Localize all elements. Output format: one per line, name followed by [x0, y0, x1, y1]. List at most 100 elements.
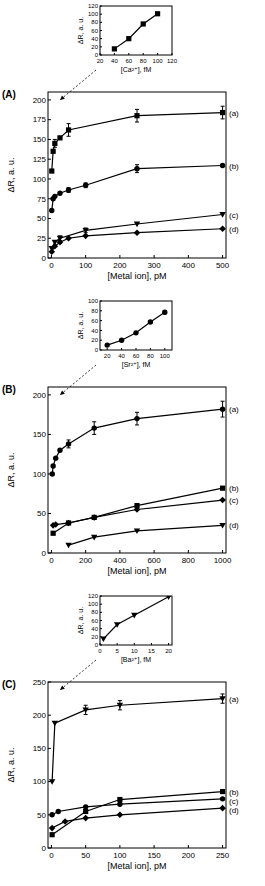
data-point	[82, 707, 88, 713]
x-tick	[85, 255, 86, 258]
y-tick	[48, 119, 51, 120]
x-tick-label: 100	[153, 58, 164, 64]
y-tick-label: 100	[33, 470, 47, 479]
y-tick	[100, 596, 102, 597]
y-tick	[48, 394, 51, 395]
series-label: (b)	[229, 788, 239, 797]
x-tick	[100, 643, 101, 645]
data-point	[220, 110, 225, 115]
y-tick-label: 20	[91, 337, 98, 343]
x-tick	[119, 255, 120, 258]
y-tick-label: 80	[91, 19, 98, 25]
data-point	[100, 636, 106, 642]
x-tick	[222, 255, 223, 258]
error-bar	[84, 183, 88, 188]
error-cap	[221, 106, 225, 107]
x-tick-label: 100	[79, 261, 93, 270]
data-point	[133, 330, 138, 335]
error-cap	[67, 123, 71, 124]
data-point	[51, 531, 56, 536]
data-point	[49, 825, 56, 832]
data-point	[220, 789, 225, 794]
x-tick-label: 200	[182, 851, 196, 860]
x-tick	[188, 255, 189, 258]
error-cap	[135, 164, 139, 165]
data-point	[50, 463, 55, 468]
y-tick	[100, 14, 102, 15]
plot-area	[105, 310, 168, 348]
x-tick	[151, 643, 152, 645]
series-line	[52, 166, 223, 211]
x-tick	[172, 53, 173, 55]
error-cap	[221, 401, 225, 402]
data-point	[65, 235, 72, 242]
x-tick	[85, 845, 86, 848]
series-line	[103, 597, 168, 639]
data-point	[219, 523, 225, 529]
error-cap	[221, 417, 225, 418]
error-cap	[67, 439, 71, 440]
data-point	[92, 515, 97, 520]
error-cap	[53, 139, 57, 140]
x-tick	[136, 348, 137, 350]
x-tick	[119, 845, 120, 848]
y-tick	[100, 330, 102, 331]
data-point	[219, 805, 226, 812]
panel-label: (B)	[2, 384, 16, 395]
series-line	[52, 229, 223, 252]
x-tick-label: 120	[167, 58, 178, 64]
x-tick-label: 500	[216, 261, 230, 270]
series-label: (a)	[229, 109, 239, 118]
error-bar	[135, 412, 139, 425]
x-tick-label: 100	[160, 353, 171, 359]
x-axis-label: [Sr²⁺], fM	[122, 361, 151, 369]
y-tick	[100, 22, 102, 23]
series-label: (c)	[229, 797, 239, 806]
figure: 02550751001251501752000100200300400500[M…	[0, 0, 265, 886]
plot-area	[100, 596, 172, 642]
series-line	[52, 799, 222, 815]
data-point	[82, 233, 89, 240]
plot-area	[112, 11, 160, 51]
y-tick	[48, 218, 51, 219]
x-tick	[100, 53, 101, 55]
error-cap	[67, 136, 71, 137]
series-line	[107, 312, 165, 345]
data-point	[91, 535, 97, 541]
data-point	[131, 613, 137, 619]
y-tick	[48, 159, 51, 160]
x-tick-label: 5	[115, 648, 119, 654]
x-tick-label: 1000	[214, 556, 232, 565]
error-cap	[53, 147, 57, 148]
y-axis-label: ΔR, a. u.	[6, 157, 16, 192]
inset-chart: 02040608010020406080100[Sr²⁺], fMΔR, a. …	[77, 298, 172, 369]
data-point	[220, 406, 225, 411]
x-tick	[154, 845, 155, 848]
data-point	[126, 36, 131, 41]
error-cap	[221, 118, 225, 119]
inset-arrow	[60, 660, 96, 690]
data-point	[134, 113, 139, 118]
y-tick	[48, 139, 51, 140]
arrow-head	[60, 95, 65, 100]
y-axis-label: ΔR, a. u.	[6, 747, 16, 782]
y-tick-label: 120	[88, 3, 99, 9]
y-tick-label: 120	[88, 593, 99, 599]
y-tick	[48, 848, 51, 849]
y-axis-label: ΔR, a. u.	[6, 452, 16, 487]
series-label: (b)	[229, 484, 239, 493]
x-tick-label: 150	[147, 851, 161, 860]
data-point	[49, 208, 54, 213]
series-line	[69, 525, 223, 545]
data-point	[66, 187, 71, 192]
error-cap	[118, 700, 122, 701]
y-tick-label: 100	[88, 298, 99, 304]
error-cap	[92, 434, 96, 435]
error-bar	[67, 188, 71, 193]
x-tick	[134, 643, 135, 645]
data-point	[219, 696, 225, 702]
error-cap	[135, 412, 139, 413]
data-point	[52, 721, 58, 727]
series-label: (c)	[229, 496, 239, 505]
inset-arrow	[60, 70, 96, 100]
